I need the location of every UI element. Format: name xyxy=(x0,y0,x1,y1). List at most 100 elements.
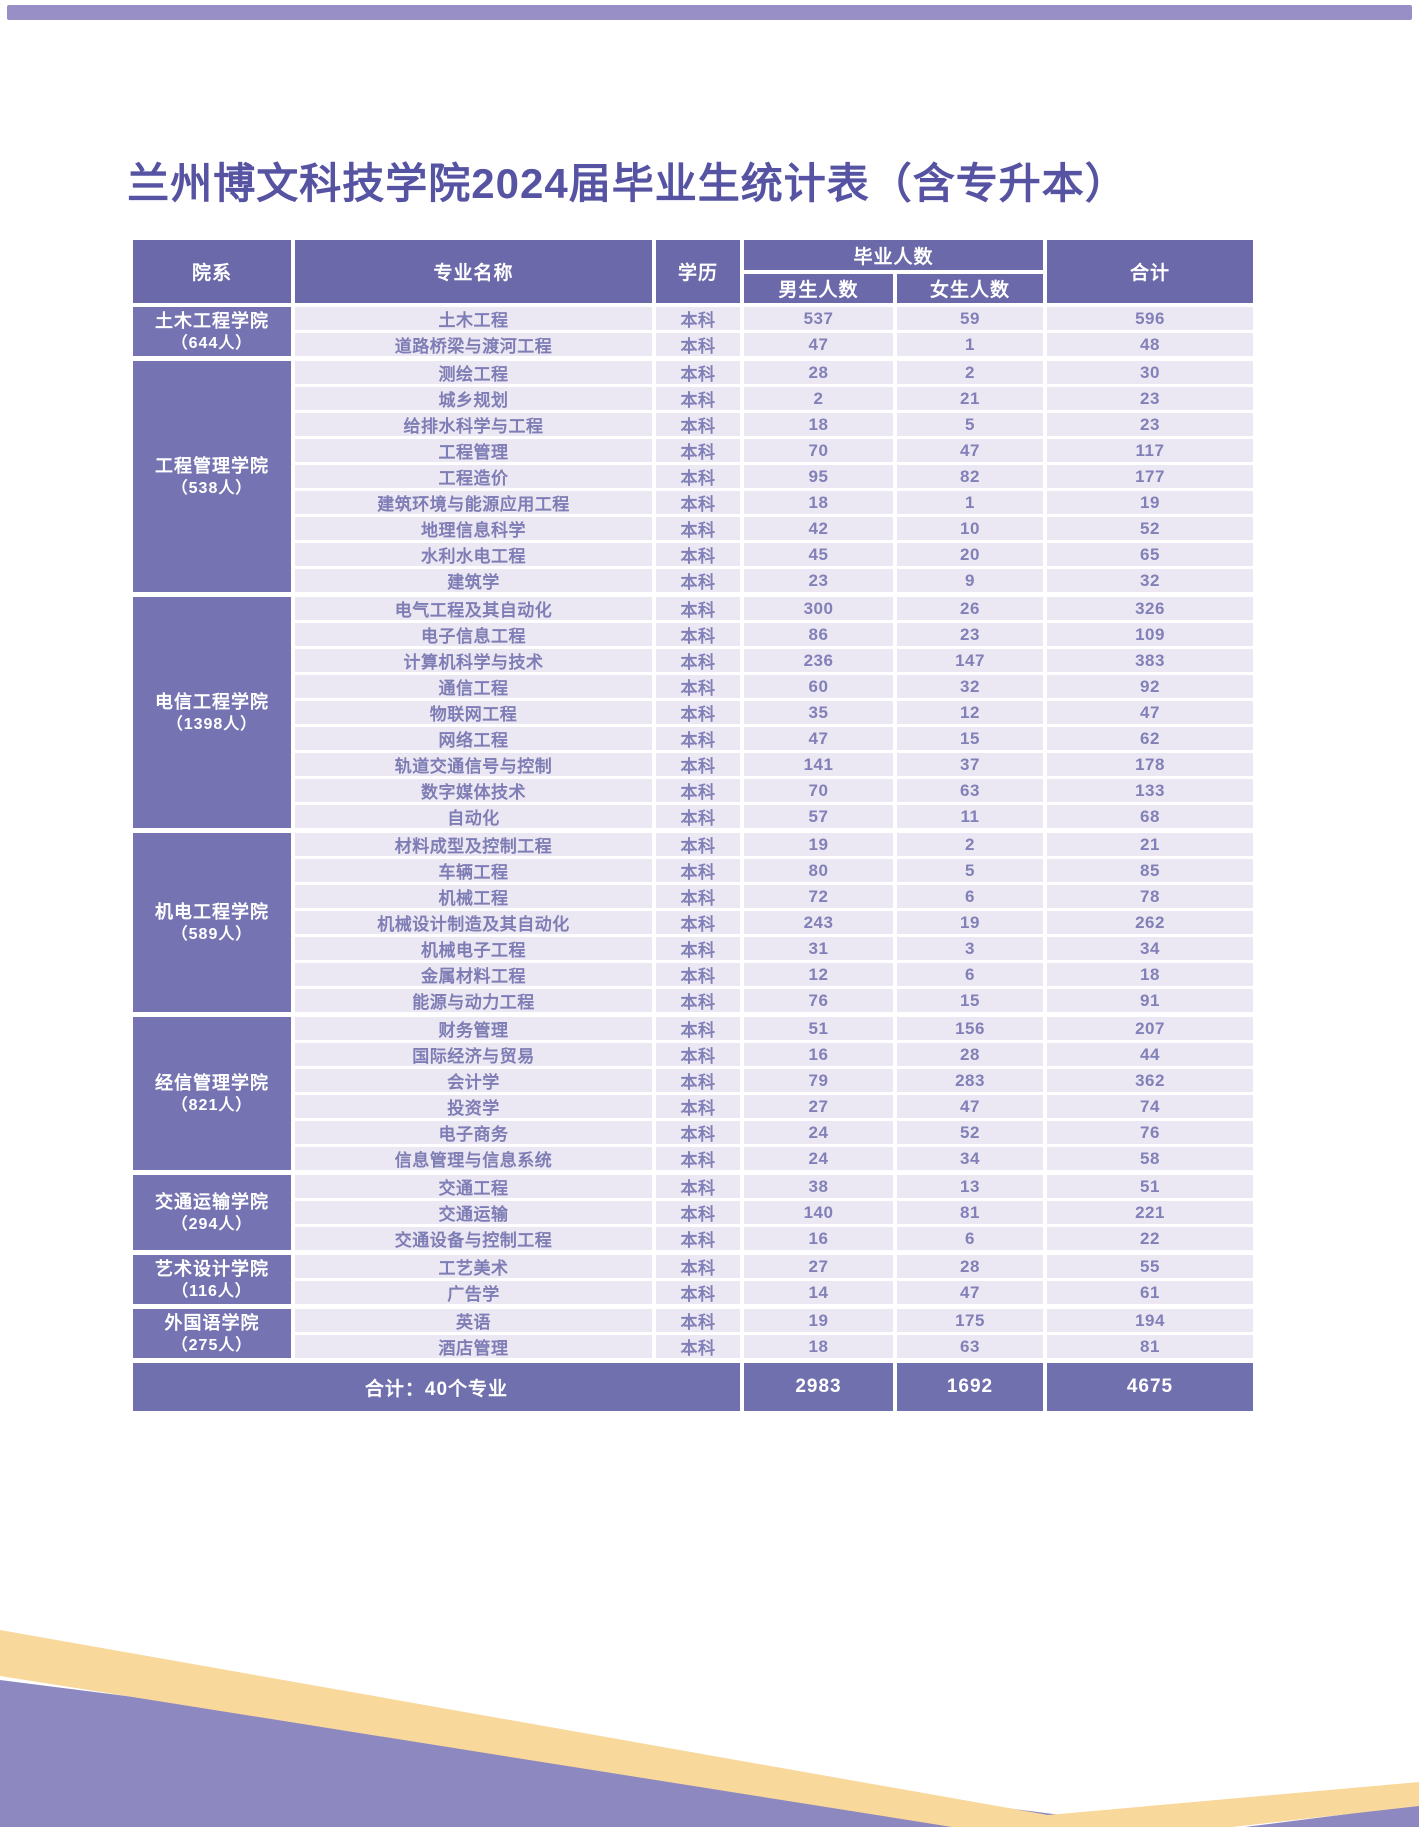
male-count-cell: 76 xyxy=(744,989,893,1012)
degree-cell: 本科 xyxy=(656,675,740,698)
male-count-cell: 16 xyxy=(744,1043,893,1066)
college-group: 电信工程学院 （1398人） 电气工程及其自动化 本科 300 26 326 电子信息工程 本科… xyxy=(133,597,1253,828)
male-count-cell: 51 xyxy=(744,1017,893,1040)
table-row: 给排水科学与工程 本科 18 5 23 xyxy=(295,413,1253,436)
degree-cell: 本科 xyxy=(656,1095,740,1118)
footer-label: 合计：40个专业 xyxy=(133,1363,740,1411)
total-count-cell: 117 xyxy=(1047,439,1253,462)
major-cell: 交通运输 xyxy=(295,1201,652,1224)
degree-cell: 本科 xyxy=(656,597,740,620)
male-count-cell: 47 xyxy=(744,727,893,750)
major-rows: 英语 本科 19 175 194 酒店管理 本科 18 63 81 xyxy=(295,1309,1253,1358)
total-count-cell: 19 xyxy=(1047,491,1253,514)
total-count-cell: 30 xyxy=(1047,361,1253,384)
table-row: 网络工程 本科 47 15 62 xyxy=(295,727,1253,750)
degree-cell: 本科 xyxy=(656,833,740,856)
major-cell: 通信工程 xyxy=(295,675,652,698)
header-total: 合计 xyxy=(1047,240,1253,303)
college-name: 外国语学院 xyxy=(164,1312,260,1333)
college-group: 外国语学院 （275人） 英语 本科 19 175 194 酒店管理 本科 18 63 81 xyxy=(133,1309,1253,1358)
major-cell: 工程管理 xyxy=(295,439,652,462)
degree-cell: 本科 xyxy=(656,701,740,724)
major-cell: 投资学 xyxy=(295,1095,652,1118)
table-row: 工艺美术 本科 27 28 55 xyxy=(295,1255,1253,1278)
table-row: 电气工程及其自动化 本科 300 26 326 xyxy=(295,597,1253,620)
male-count-cell: 24 xyxy=(744,1121,893,1144)
college-count: （275人） xyxy=(171,1336,253,1354)
major-cell: 机械设计制造及其自动化 xyxy=(295,911,652,934)
female-count-cell: 23 xyxy=(897,623,1043,646)
degree-cell: 本科 xyxy=(656,1043,740,1066)
table-row: 机械工程 本科 72 6 78 xyxy=(295,885,1253,908)
degree-cell: 本科 xyxy=(656,859,740,882)
total-count-cell: 65 xyxy=(1047,543,1253,566)
male-count-cell: 27 xyxy=(744,1095,893,1118)
male-count-cell: 243 xyxy=(744,911,893,934)
male-count-cell: 141 xyxy=(744,753,893,776)
college-cell: 电信工程学院 （1398人） xyxy=(133,597,291,828)
college-cell: 经信管理学院 （821人） xyxy=(133,1017,291,1170)
table-row: 物联网工程 本科 35 12 47 xyxy=(295,701,1253,724)
college-count: （821人） xyxy=(171,1096,253,1114)
degree-cell: 本科 xyxy=(656,543,740,566)
degree-cell: 本科 xyxy=(656,885,740,908)
major-cell: 数字媒体技术 xyxy=(295,779,652,802)
table-row: 道路桥梁与渡河工程 本科 47 1 48 xyxy=(295,333,1253,356)
table-footer: 合计：40个专业 2983 1692 4675 xyxy=(133,1363,1253,1411)
major-cell: 自动化 xyxy=(295,805,652,828)
major-cell: 水利水电工程 xyxy=(295,543,652,566)
male-count-cell: 60 xyxy=(744,675,893,698)
college-group: 经信管理学院 （821人） 财务管理 本科 51 156 207 国际经济与贸易 本科 16 28 4… xyxy=(133,1017,1253,1170)
degree-cell: 本科 xyxy=(656,1227,740,1250)
college-name: 交通运输学院 xyxy=(155,1191,269,1212)
total-count-cell: 22 xyxy=(1047,1227,1253,1250)
female-count-cell: 6 xyxy=(897,1227,1043,1250)
major-cell: 电气工程及其自动化 xyxy=(295,597,652,620)
major-cell: 城乡规划 xyxy=(295,387,652,410)
college-count: （1398人） xyxy=(166,715,258,733)
footer-male-total: 2983 xyxy=(744,1363,893,1411)
table-row: 英语 本科 19 175 194 xyxy=(295,1309,1253,1332)
female-count-cell: 15 xyxy=(897,727,1043,750)
footer-grand-total: 4675 xyxy=(1047,1363,1253,1411)
male-count-cell: 45 xyxy=(744,543,893,566)
table-row: 会计学 本科 79 283 362 xyxy=(295,1069,1253,1092)
male-count-cell: 18 xyxy=(744,491,893,514)
major-cell: 轨道交通信号与控制 xyxy=(295,753,652,776)
major-rows: 工艺美术 本科 27 28 55 广告学 本科 14 47 61 xyxy=(295,1255,1253,1304)
female-count-cell: 28 xyxy=(897,1255,1043,1278)
total-count-cell: 48 xyxy=(1047,333,1253,356)
header-graduates: 毕业人数 xyxy=(744,240,1043,270)
total-count-cell: 61 xyxy=(1047,1281,1253,1304)
total-count-cell: 23 xyxy=(1047,413,1253,436)
college-name: 工程管理学院 xyxy=(155,455,269,476)
college-group: 土木工程学院 （644人） 土木工程 本科 537 59 596 道路桥梁与渡河工程 本科 47 1… xyxy=(133,307,1253,356)
college-cell: 艺术设计学院 （116人） xyxy=(133,1255,291,1304)
college-name: 电信工程学院 xyxy=(155,691,269,712)
total-count-cell: 78 xyxy=(1047,885,1253,908)
college-cell: 工程管理学院 （538人） xyxy=(133,361,291,592)
table-row: 车辆工程 本科 80 5 85 xyxy=(295,859,1253,882)
degree-cell: 本科 xyxy=(656,517,740,540)
female-count-cell: 147 xyxy=(897,649,1043,672)
degree-cell: 本科 xyxy=(656,439,740,462)
major-cell: 金属材料工程 xyxy=(295,963,652,986)
major-cell: 交通工程 xyxy=(295,1175,652,1198)
total-count-cell: 85 xyxy=(1047,859,1253,882)
degree-cell: 本科 xyxy=(656,989,740,1012)
college-cell: 机电工程学院 （589人） xyxy=(133,833,291,1012)
total-count-cell: 91 xyxy=(1047,989,1253,1012)
header-male: 男生人数 xyxy=(744,274,893,303)
degree-cell: 本科 xyxy=(656,1309,740,1332)
male-count-cell: 95 xyxy=(744,465,893,488)
male-count-cell: 31 xyxy=(744,937,893,960)
male-count-cell: 57 xyxy=(744,805,893,828)
major-cell: 广告学 xyxy=(295,1281,652,1304)
female-count-cell: 20 xyxy=(897,543,1043,566)
table-body: 土木工程学院 （644人） 土木工程 本科 537 59 596 道路桥梁与渡河工程 本科 47 1… xyxy=(133,307,1253,1358)
major-cell: 地理信息科学 xyxy=(295,517,652,540)
total-count-cell: 221 xyxy=(1047,1201,1253,1224)
degree-cell: 本科 xyxy=(656,1281,740,1304)
college-count: （538人） xyxy=(171,479,253,497)
